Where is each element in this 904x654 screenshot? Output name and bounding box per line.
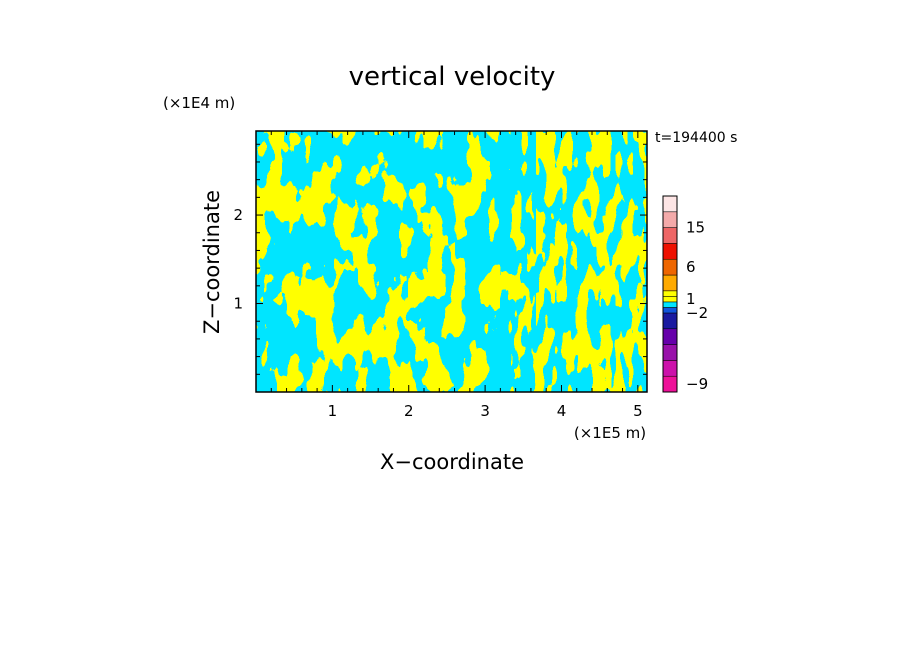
colorbar-label: −2 — [686, 304, 708, 322]
y-axis-label: Z−coordinate — [200, 190, 224, 334]
x-tick-label: 3 — [480, 402, 490, 420]
colorbar-swatch — [662, 227, 678, 244]
colorbar-swatch — [662, 274, 678, 292]
x-axis-label: X−coordinate — [380, 450, 524, 474]
y-axis-ticks: 12 — [233, 143, 647, 375]
colorbar-swatch — [662, 328, 678, 345]
colorbar: −9 −21 6 15 — [662, 195, 708, 393]
colorbar-swatch — [662, 290, 678, 297]
y-tick-label: 1 — [233, 295, 243, 313]
time-label: t=194400 s — [655, 130, 737, 146]
x-tick-label: 1 — [328, 402, 338, 420]
colorbar-label: −9 — [686, 375, 708, 393]
colorbar-swatch — [662, 344, 678, 361]
colorbar-swatch — [662, 195, 678, 213]
colorbar-swatch — [662, 312, 678, 330]
chart-title: vertical velocity — [349, 62, 556, 92]
colorbar-swatch — [662, 375, 678, 393]
x-tick-label: 5 — [633, 402, 643, 420]
colorbar-swatch — [662, 307, 678, 314]
colorbar-swatch — [662, 360, 678, 377]
colorbar-swatch — [662, 243, 678, 260]
x-tick-label: 4 — [557, 402, 567, 420]
plot-frame — [255, 130, 648, 393]
colorbar-swatch — [662, 296, 678, 303]
x-axis-ticks: 1 2 3 4 5 — [270, 131, 643, 420]
x-tick-label: 2 — [404, 402, 414, 420]
field-pattern-west — [256, 131, 536, 392]
colorbar-frame — [662, 195, 678, 393]
y-tick-label: 2 — [233, 206, 243, 224]
colorbar-swatch — [662, 211, 678, 228]
field-pattern-east — [500, 131, 647, 392]
colorbar-label: 1 — [686, 290, 696, 308]
velocity-field — [256, 131, 647, 392]
colorbar-swatch — [662, 258, 678, 276]
colorbar-swatch — [662, 301, 678, 308]
y-unit-label: (×1E4 m) — [163, 94, 235, 112]
x-unit-label: (×1E5 m) — [574, 424, 646, 442]
colorbar-label: 6 — [686, 258, 696, 276]
colorbar-label: 15 — [686, 219, 705, 237]
